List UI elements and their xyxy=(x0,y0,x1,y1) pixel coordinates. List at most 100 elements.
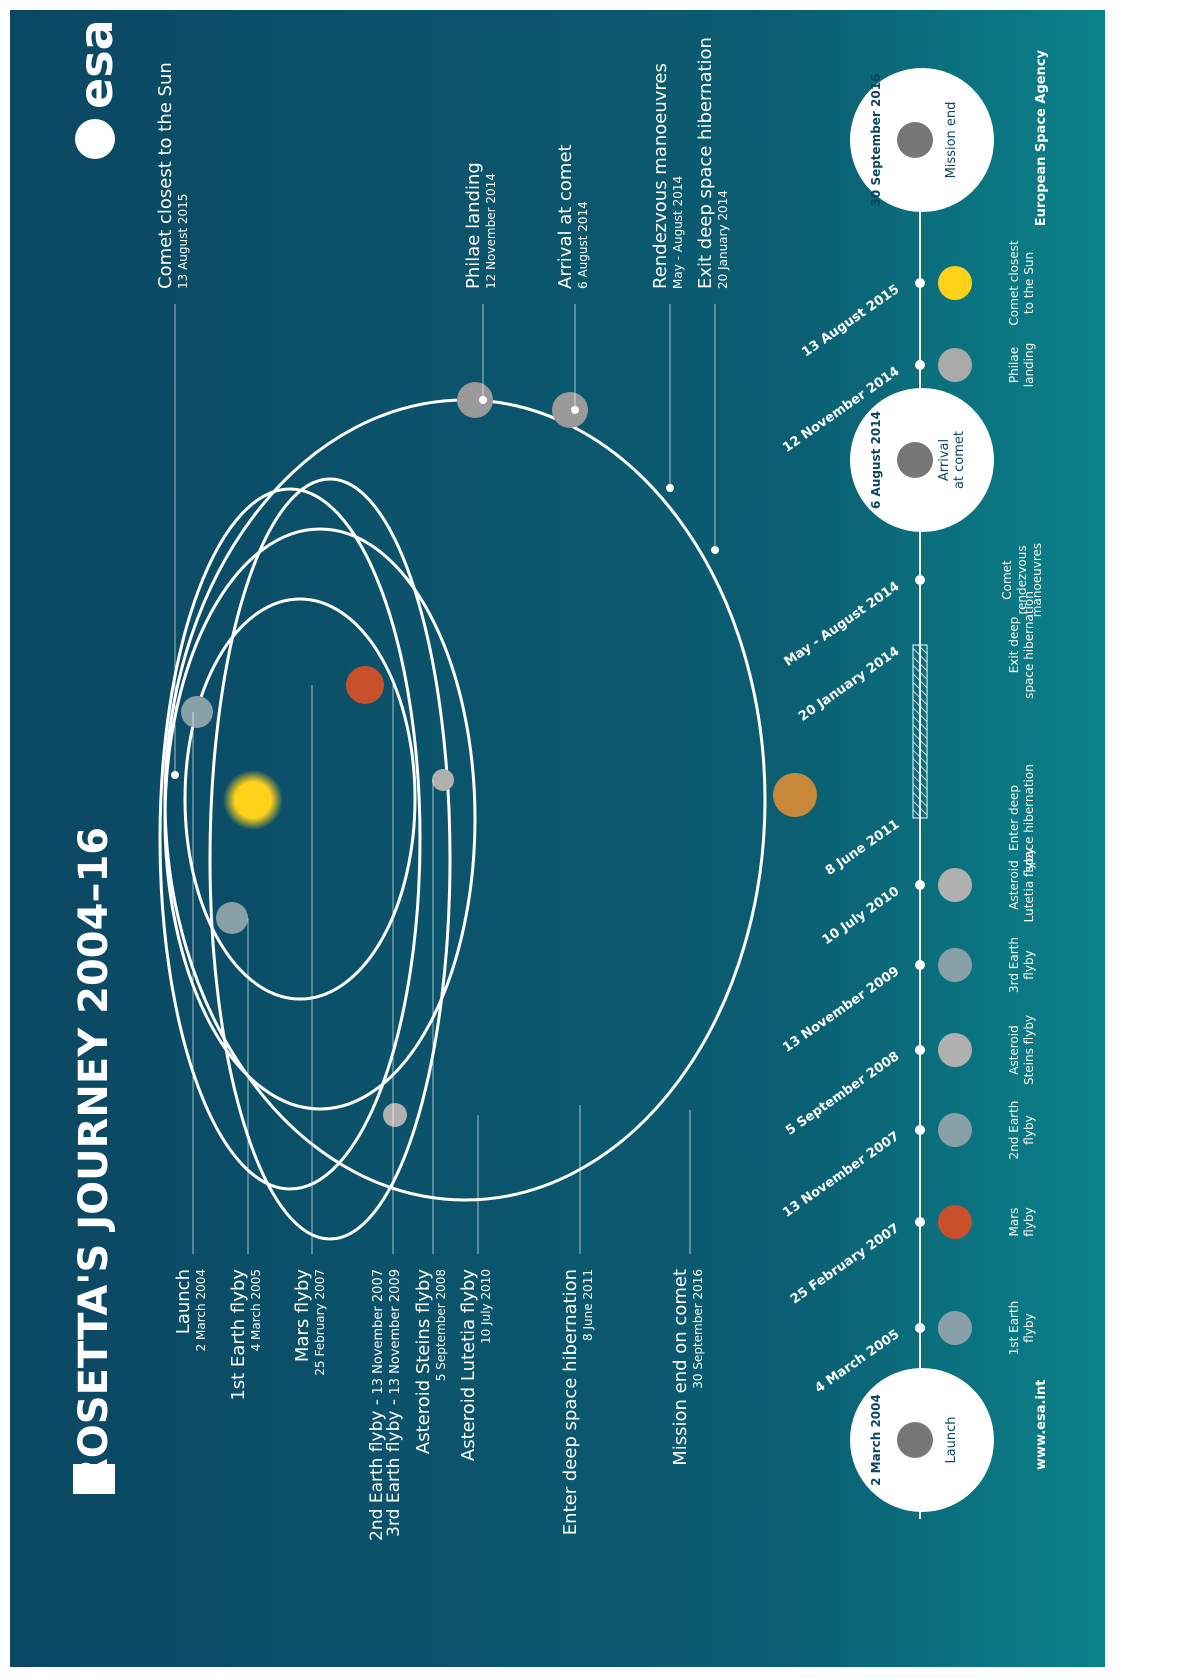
timeline-label: Exit deep xyxy=(1007,617,1021,674)
milestone-label: Enter deep space hibernation xyxy=(560,1269,581,1535)
milestone-date: 5 September 2008 xyxy=(434,1269,448,1381)
sun xyxy=(223,770,283,830)
timeline-label: flyby xyxy=(1022,950,1036,979)
milestone-date: 10 July 2010 xyxy=(479,1269,493,1344)
logo: esa xyxy=(69,19,123,109)
timeline-dot xyxy=(915,360,925,370)
timeline-label: landing xyxy=(1022,343,1036,387)
milestone-date: 13 November 2009 xyxy=(388,1269,403,1395)
milestone-date: 4 March 2005 xyxy=(249,1269,263,1351)
timeline-label: rendezvous xyxy=(1015,545,1029,614)
milestone-icon xyxy=(897,122,933,158)
orbit-point xyxy=(711,546,719,554)
timeline-dot xyxy=(915,575,925,585)
timeline-dot xyxy=(915,1125,925,1135)
milestone-date: 12 November 2014 xyxy=(484,173,498,289)
timeline-label: space hibernation xyxy=(1022,591,1036,699)
footer-right: European Space Agency xyxy=(1034,49,1049,226)
milestone-label: Exit deep space hibernation xyxy=(695,37,716,289)
timeline-label: 2nd Earth xyxy=(1007,1101,1021,1160)
orbit-point xyxy=(479,396,487,404)
timeline-label: Launch xyxy=(944,1416,959,1463)
timeline-date: 30 September 2016 xyxy=(869,74,883,207)
milestone-label: 1st Earth flyby xyxy=(228,1269,249,1401)
timeline-icon xyxy=(938,948,972,982)
timeline-label: Mars xyxy=(1007,1208,1021,1237)
milestone-label: Asteroid Steins flyby xyxy=(413,1269,434,1454)
timeline-icon xyxy=(938,266,972,300)
milestone-date: 20 January 2014 xyxy=(716,190,730,289)
timeline-icon xyxy=(938,348,972,382)
earth xyxy=(216,902,248,934)
milestone-label: Comet closest to the Sun xyxy=(155,62,176,289)
milestone-icon xyxy=(897,1422,933,1458)
timeline-label: Steins flyby xyxy=(1022,1015,1036,1085)
timeline-label: Mission end xyxy=(944,102,959,179)
timeline-icon xyxy=(938,1113,972,1147)
milestone-date: May - August 2014 xyxy=(671,176,685,289)
timeline-label: 3rd Earth xyxy=(1007,937,1021,993)
timeline-dot xyxy=(915,960,925,970)
timeline-icon xyxy=(938,1205,972,1239)
timeline-icon xyxy=(938,868,972,902)
comet xyxy=(552,392,588,428)
milestone-date: 30 September 2016 xyxy=(691,1269,705,1389)
footer-left: www.esa.int xyxy=(1034,1380,1049,1470)
asteroid xyxy=(383,1103,407,1127)
milestone-label: Mars flyby xyxy=(292,1269,313,1362)
orbit-point xyxy=(571,406,579,414)
timeline-date: 2 March 2004 xyxy=(869,1394,883,1486)
timeline-label: Asteroid xyxy=(1007,860,1021,910)
timeline-dot xyxy=(915,278,925,288)
jupiter xyxy=(773,773,817,817)
title-box xyxy=(73,1464,115,1494)
timeline-label: Enter deep xyxy=(1007,785,1021,851)
timeline-dot xyxy=(915,880,925,890)
milestone-label: Launch xyxy=(173,1269,194,1334)
milestone-date: 8 June 2011 xyxy=(581,1269,595,1341)
milestone-label: Arrival at comet xyxy=(555,144,576,289)
milestone-date: 25 February 2007 xyxy=(313,1269,327,1376)
timeline-label: Philae xyxy=(1007,347,1021,383)
comet xyxy=(457,382,493,418)
timeline-label: manoeuvres xyxy=(1030,543,1044,617)
milestone-date: 2 March 2004 xyxy=(194,1269,208,1351)
orbit-point xyxy=(171,771,179,779)
asteroid xyxy=(432,769,454,791)
timeline-label: Comet xyxy=(1000,560,1014,600)
milestone-label: Philae landing xyxy=(463,162,484,289)
timeline-label: Arrival xyxy=(937,439,952,481)
timeline-dot xyxy=(915,1323,925,1333)
milestone-icon xyxy=(897,442,933,478)
milestone-date: 13 August 2015 xyxy=(176,194,190,289)
timeline-icon xyxy=(938,1311,972,1345)
timeline-icon xyxy=(938,1033,972,1067)
milestone-label: Asteroid Lutetia flyby xyxy=(458,1269,479,1461)
earth xyxy=(181,696,213,728)
timeline-label: flyby xyxy=(1022,1115,1036,1144)
timeline-label: Lutetia flyby xyxy=(1022,848,1036,923)
timeline-label: Asteroid xyxy=(1007,1025,1021,1075)
milestone-date: 6 August 2014 xyxy=(576,201,590,289)
title: ROSETTA'S JOURNEY 2004–16 xyxy=(71,827,117,1489)
milestone-date: 13 November 2007 xyxy=(371,1269,386,1395)
hibernation-bar xyxy=(912,644,928,819)
timeline-label: at comet xyxy=(952,431,967,489)
logo-dot xyxy=(75,119,115,159)
timeline-label: 1st Earth xyxy=(1007,1301,1021,1356)
milestone-label: 2nd Earth flyby - xyxy=(367,1399,387,1541)
timeline-label: space hibernation xyxy=(1022,764,1036,872)
milestone-label: Mission end on comet xyxy=(670,1269,691,1466)
timeline-label: Comet closest xyxy=(1007,240,1021,325)
mars xyxy=(346,666,384,704)
orbit-point xyxy=(666,484,674,492)
timeline-label: to the Sun xyxy=(1022,252,1036,314)
timeline-dot xyxy=(915,1045,925,1055)
milestone-label: 3rd Earth flyby - xyxy=(384,1399,404,1537)
timeline-label: flyby xyxy=(1022,1313,1036,1342)
timeline-dot xyxy=(915,1217,925,1227)
milestone-label: Rendezvous manoeuvres xyxy=(650,63,671,289)
timeline-label: flyby xyxy=(1022,1207,1036,1236)
timeline-date: 6 August 2014 xyxy=(869,411,883,509)
